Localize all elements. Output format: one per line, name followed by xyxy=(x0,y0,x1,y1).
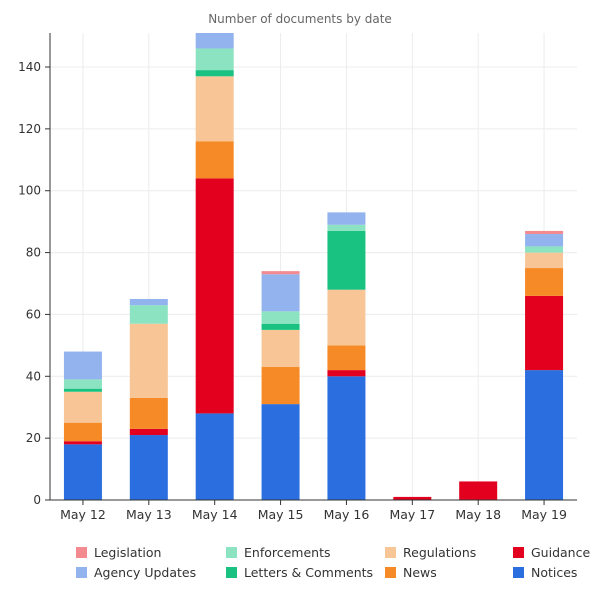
x-tick-label: May 14 xyxy=(192,507,238,522)
x-tick-label: May 16 xyxy=(324,507,370,522)
chart-title: Number of documents by date xyxy=(208,12,392,26)
bar-segment-regulations-may-19[interactable] xyxy=(525,252,564,269)
bar-segment-guidance-may-14[interactable] xyxy=(195,178,234,414)
bar-segment-agency-updates-may-12[interactable] xyxy=(63,351,102,380)
bar-segment-news-may-14[interactable] xyxy=(195,141,234,179)
bar-segment-guidance-may-16[interactable] xyxy=(327,370,366,377)
y-tick-label: 80 xyxy=(26,246,41,260)
legend-label: News xyxy=(403,564,437,580)
legend-item-enforcements[interactable]: Enforcements xyxy=(226,544,385,560)
legend-label: Enforcements xyxy=(244,544,331,560)
bar-segment-regulations-may-13[interactable] xyxy=(129,323,168,398)
bar-segment-enforcements-may-19[interactable] xyxy=(525,246,564,253)
y-tick-label: 60 xyxy=(26,307,41,321)
bar-segment-agency-updates-may-19[interactable] xyxy=(525,234,564,247)
bar-segment-legislation-may-15[interactable] xyxy=(261,271,300,275)
legend-item-regulations[interactable]: Regulations xyxy=(385,544,513,560)
y-tick-label: 140 xyxy=(18,60,41,74)
chart-legend: Legislation Enforcements Regulations Guidan… xyxy=(76,544,590,580)
x-tick-label: May 19 xyxy=(521,507,567,522)
legend-label: Agency Updates xyxy=(94,564,197,580)
bar-segment-notices-may-19[interactable] xyxy=(525,370,564,500)
legend-swatch xyxy=(513,566,524,578)
bar-segment-enforcements-may-16[interactable] xyxy=(327,224,366,231)
y-tick-label: 100 xyxy=(18,184,41,198)
bar-segment-news-may-19[interactable] xyxy=(525,268,564,296)
x-tick-label: May 13 xyxy=(126,507,172,522)
bar-segment-agency-updates-may-16[interactable] xyxy=(327,212,366,225)
bar-segment-letters-comments-may-15[interactable] xyxy=(261,323,300,330)
bar-segment-regulations-may-16[interactable] xyxy=(327,289,366,346)
bar-segment-regulations-may-15[interactable] xyxy=(261,329,300,368)
bar-segment-notices-may-12[interactable] xyxy=(63,444,102,500)
legend-item-guidance[interactable]: Guidance xyxy=(513,544,593,560)
legend-swatch xyxy=(226,566,237,578)
y-tick-label: 40 xyxy=(26,369,41,383)
legend-label: Guidance xyxy=(531,544,591,560)
y-tick-label: 0 xyxy=(33,493,41,507)
legend-label: Notices xyxy=(531,564,578,580)
bar-segment-legislation-may-19[interactable] xyxy=(525,230,564,235)
bar-segment-news-may-12[interactable] xyxy=(63,422,102,442)
bar-segment-agency-updates-may-15[interactable] xyxy=(261,274,300,312)
bar-segment-agency-updates-may-14[interactable] xyxy=(195,33,234,49)
bar-segment-news-may-15[interactable] xyxy=(261,367,300,405)
legend-label: Letters & Comments xyxy=(244,564,374,580)
bar-segment-news-may-16[interactable] xyxy=(327,345,366,371)
legend-item-news[interactable]: News xyxy=(385,564,513,580)
bar-segment-guidance-may-17[interactable] xyxy=(393,496,432,500)
bar-segment-letters-comments-may-14[interactable] xyxy=(195,70,234,77)
bar-segment-enforcements-may-13[interactable] xyxy=(129,305,168,324)
legend-item-letters-comments[interactable]: Letters & Comments xyxy=(226,564,385,580)
bar-segment-regulations-may-12[interactable] xyxy=(63,391,102,423)
legend-label: Legislation xyxy=(94,544,162,560)
bar-segment-notices-may-15[interactable] xyxy=(261,404,300,500)
bar-segment-regulations-may-14[interactable] xyxy=(195,76,234,142)
y-tick-label: 20 xyxy=(26,431,41,445)
bar-segment-letters-comments-may-12[interactable] xyxy=(63,388,102,392)
bar-segment-enforcements-may-15[interactable] xyxy=(261,311,300,324)
x-tick-label: May 12 xyxy=(60,507,106,522)
x-tick-label: May 18 xyxy=(455,507,501,522)
bar-segment-enforcements-may-12[interactable] xyxy=(63,379,102,389)
bar-segment-guidance-may-18[interactable] xyxy=(459,481,498,500)
bar-segment-letters-comments-may-16[interactable] xyxy=(327,230,366,290)
legend-swatch xyxy=(76,546,87,558)
legend-item-agency-updates[interactable]: Agency Updates xyxy=(76,564,226,580)
y-tick-label: 120 xyxy=(18,122,41,136)
bar-segment-news-may-13[interactable] xyxy=(129,397,168,429)
bar-segment-notices-may-13[interactable] xyxy=(129,435,168,500)
bar-segment-enforcements-may-14[interactable] xyxy=(195,48,234,71)
bar-segment-guidance-may-19[interactable] xyxy=(525,295,564,371)
legend-item-legislation[interactable]: Legislation xyxy=(76,544,226,560)
legend-swatch xyxy=(226,546,237,558)
bar-segment-guidance-may-12[interactable] xyxy=(63,441,102,445)
x-tick-label: May 15 xyxy=(258,507,304,522)
bar-segment-notices-may-14[interactable] xyxy=(195,413,234,500)
x-tick-label: May 17 xyxy=(389,507,435,522)
bar-segment-guidance-may-13[interactable] xyxy=(129,428,168,436)
legend-label: Regulations xyxy=(403,544,477,560)
legend-swatch xyxy=(513,546,524,558)
bar-segment-agency-updates-may-13[interactable] xyxy=(129,298,168,306)
bar-segment-notices-may-16[interactable] xyxy=(327,376,366,500)
legend-swatch xyxy=(385,566,396,578)
legend-item-notices[interactable]: Notices xyxy=(513,564,593,580)
legend-swatch xyxy=(76,566,87,578)
legend-swatch xyxy=(385,546,396,558)
